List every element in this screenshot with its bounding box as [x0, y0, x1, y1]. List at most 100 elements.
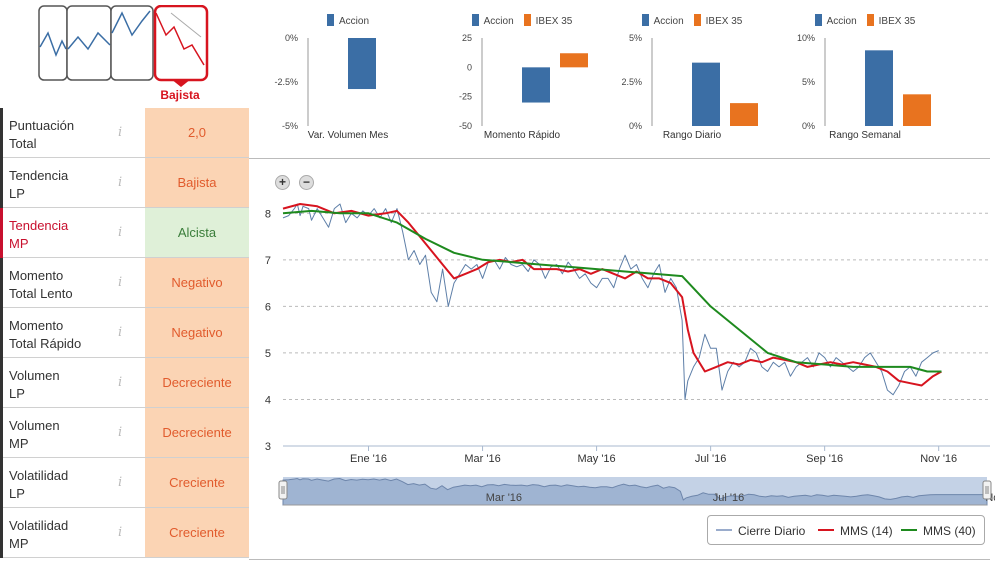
mini-legend: Accion IBEX 35: [612, 14, 772, 27]
series-line-mms-14[interactable]: [282, 203, 942, 387]
indicator-label-line1: Momento: [9, 318, 64, 333]
legend-swatch: [471, 14, 479, 26]
legend-item[interactable]: Cierre Diario: [716, 524, 805, 538]
indicator-row[interactable]: Volumen MP i Decreciente: [0, 408, 249, 458]
mini-bar-accion[interactable]: [522, 67, 550, 103]
indicator-label: Momento Total Lento: [0, 258, 145, 308]
mini-y-tick: 0%: [629, 121, 642, 131]
mini-legend-label: IBEX 35: [878, 16, 916, 27]
indicator-label-line2: Total: [9, 136, 37, 151]
mini-legend-label: IBEX 35: [535, 16, 573, 27]
y-tick-label: 3: [265, 441, 271, 453]
indicator-label-line1: Puntuación: [9, 118, 75, 133]
mini-legend-item: Accion: [641, 14, 684, 27]
indicator-label-line2: MP: [9, 236, 29, 251]
indicator-label-line1: Tendencia: [9, 218, 69, 233]
indicator-value: Decreciente: [145, 408, 249, 457]
mini-chart-volumen: Accion 0% -2.5% -5% Var. Volumen Mes: [268, 8, 428, 148]
series-line-cierre-diario[interactable]: [282, 203, 939, 400]
mini-legend-item: IBEX 35: [693, 14, 743, 27]
mini-y-tick: 5%: [629, 33, 642, 43]
mini-bar-plot: 0% -2.5% -5%: [274, 33, 376, 131]
trend-thumb-2[interactable]: [66, 5, 112, 81]
mini-y-tick: 0%: [285, 33, 298, 43]
indicator-value: Creciente: [145, 458, 249, 507]
mini-chart-title: Rango Semanal: [829, 130, 901, 141]
trend-thumb-3[interactable]: [110, 5, 154, 81]
info-icon[interactable]: i: [118, 175, 123, 190]
info-icon[interactable]: i: [118, 475, 123, 490]
indicator-label-line2: Total Lento: [9, 286, 73, 301]
mini-legend-label: Accion: [338, 16, 369, 27]
indicator-label: Tendencia MP: [0, 208, 145, 258]
mini-legend: Accion IBEX 35: [442, 14, 602, 27]
trend-thumbnails: [38, 4, 209, 87]
trend-selector: Bajista: [38, 4, 210, 105]
indicator-label-line1: Volatilidad: [9, 518, 69, 533]
info-icon[interactable]: i: [118, 125, 123, 140]
indicator-row[interactable]: Volatilidad LP i Creciente: [0, 458, 249, 508]
mini-chart-rango-semanal: Accion IBEX 35 10% 5% 0% Rango Semanal: [785, 8, 945, 148]
navigator-handle-left[interactable]: [278, 480, 288, 500]
indicator-label-line1: Momento: [9, 268, 64, 283]
indicator-row[interactable]: Momento Total Rápido i Negativo: [0, 308, 249, 358]
indicator-label: Volatilidad LP: [0, 458, 145, 508]
trend-badge: Bajista: [160, 88, 200, 102]
legend-line-icon: [901, 529, 917, 531]
divider: [249, 158, 990, 159]
indicator-value: Negativo: [145, 308, 249, 357]
indicator-label-line1: Volatilidad: [9, 468, 69, 483]
mini-y-tick: 25: [462, 33, 472, 43]
zoom-in-button[interactable]: +: [275, 175, 290, 190]
x-tick-label: Jul '16: [695, 453, 726, 465]
mini-bar-accion[interactable]: [348, 38, 376, 90]
indicator-row[interactable]: Volatilidad MP i Creciente: [0, 508, 249, 558]
mini-bar-ibex-35[interactable]: [903, 94, 931, 126]
indicator-label-line2: Total Rápido: [9, 336, 82, 351]
mini-y-tick: -5%: [282, 121, 298, 131]
info-icon[interactable]: i: [118, 225, 123, 240]
navigator-handle-right[interactable]: [982, 480, 992, 500]
trend-thumb-bajista[interactable]: [153, 4, 209, 87]
mini-y-tick: 2.5%: [621, 77, 642, 87]
mini-legend-item: Accion: [814, 14, 857, 27]
mini-y-tick: 10%: [797, 33, 815, 43]
info-icon[interactable]: i: [118, 275, 123, 290]
mini-legend-item: Accion: [326, 14, 369, 27]
info-icon[interactable]: i: [118, 425, 123, 440]
indicator-row[interactable]: Puntuación Total i 2,0: [0, 108, 249, 158]
mini-bar-ibex-35[interactable]: [560, 53, 588, 68]
legend-swatch: [814, 14, 822, 26]
legend-swatch: [326, 14, 334, 26]
indicator-row[interactable]: Volumen LP i Decreciente: [0, 358, 249, 408]
mini-y-tick: 5%: [802, 77, 815, 87]
x-tick-label: Sep '16: [806, 453, 843, 465]
indicator-label-line2: MP: [9, 436, 29, 451]
indicator-label: Volumen MP: [0, 408, 145, 458]
info-icon[interactable]: i: [118, 375, 123, 390]
mini-bar-accion[interactable]: [692, 62, 720, 126]
x-tick-label: Mar '16: [464, 453, 500, 465]
mini-bar-accion[interactable]: [865, 50, 893, 126]
indicator-value: Alcista: [145, 208, 249, 257]
mini-y-tick: 0: [467, 62, 472, 72]
info-icon[interactable]: i: [118, 525, 123, 540]
legend-item[interactable]: MMS (14): [818, 524, 893, 538]
info-icon[interactable]: i: [118, 325, 123, 340]
mini-chart-title: Momento Rápido: [483, 130, 561, 141]
mini-y-tick: 0%: [802, 121, 815, 131]
mini-legend-label: Accion: [483, 16, 514, 27]
mini-bar-plot: 5% 2.5% 0%: [621, 33, 758, 131]
indicator-row[interactable]: Tendencia LP i Bajista: [0, 158, 249, 208]
zoom-out-button[interactable]: −: [299, 175, 314, 190]
indicator-row[interactable]: Momento Total Lento i Negativo: [0, 258, 249, 308]
trend-thumb-1[interactable]: [38, 5, 68, 81]
legend-swatch: [693, 14, 701, 26]
y-tick-label: 7: [265, 255, 271, 267]
legend-item[interactable]: MMS (40): [901, 524, 976, 538]
mini-legend-label: IBEX 35: [705, 16, 743, 27]
series-line-mms-40[interactable]: [282, 209, 942, 373]
indicator-row[interactable]: Tendencia MP i Alcista: [0, 208, 249, 258]
mini-bar-ibex-35[interactable]: [730, 103, 758, 126]
